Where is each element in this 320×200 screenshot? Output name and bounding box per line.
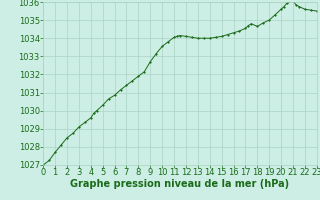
X-axis label: Graphe pression niveau de la mer (hPa): Graphe pression niveau de la mer (hPa) (70, 179, 290, 189)
